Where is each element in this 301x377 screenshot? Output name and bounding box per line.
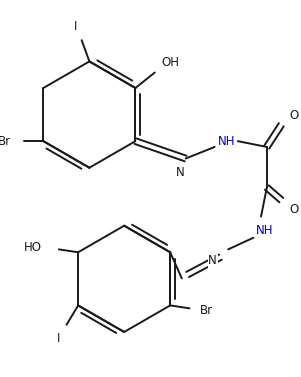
Text: N: N	[175, 166, 184, 179]
Text: O: O	[289, 203, 299, 216]
Text: O: O	[289, 109, 299, 121]
Text: NH: NH	[218, 135, 235, 148]
Text: I: I	[74, 20, 78, 33]
Text: OH: OH	[161, 57, 179, 69]
Text: NH: NH	[256, 224, 274, 236]
Text: Br: Br	[0, 135, 11, 148]
Text: N: N	[208, 254, 217, 267]
Text: HO: HO	[23, 241, 42, 254]
Text: Br: Br	[200, 304, 213, 317]
Text: I: I	[57, 332, 61, 345]
